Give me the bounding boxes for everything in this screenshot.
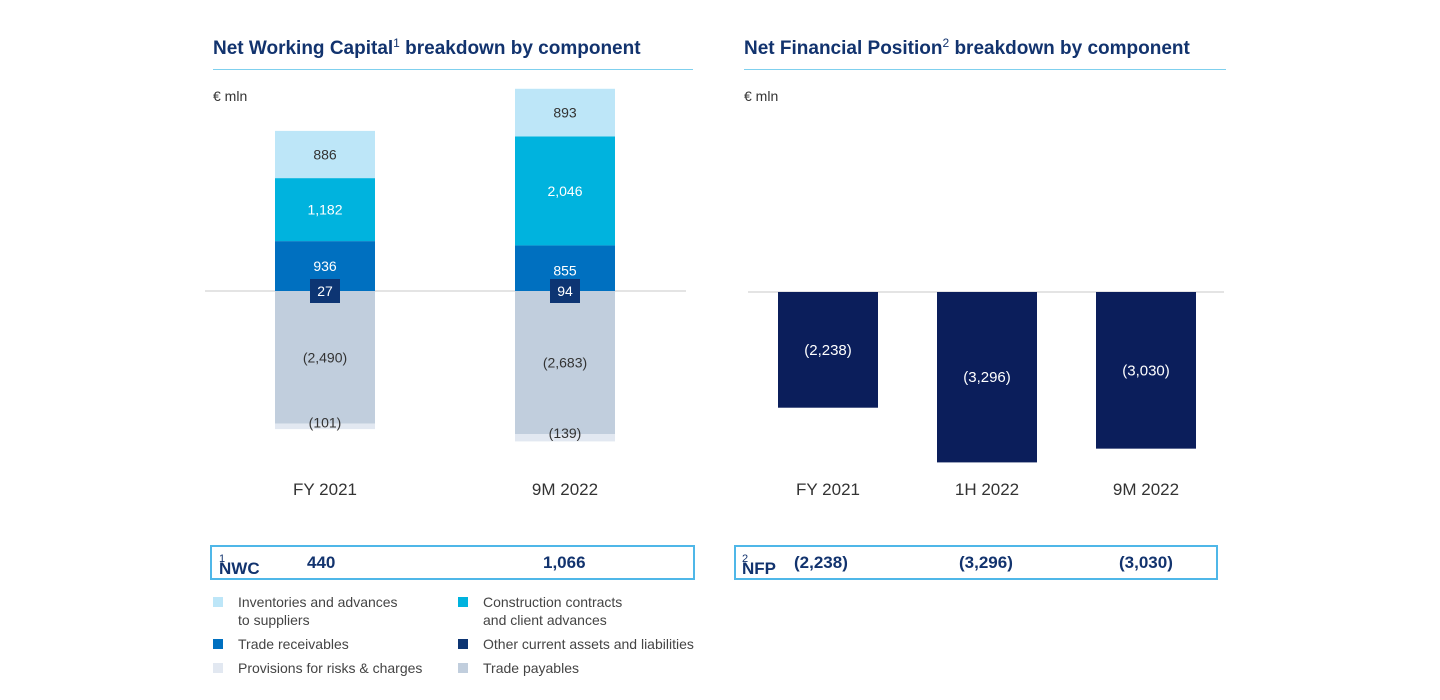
- nwc-bar-construction-contracts-and-client-advances-fy-2021: [275, 178, 375, 242]
- nwc-label-trade-receivables-9m-2022: 855: [553, 262, 577, 278]
- nwc-bar-trade-payables-9m-2022: [515, 291, 615, 435]
- nwc-category-label-fy-2021: FY 2021: [293, 480, 357, 499]
- nwc-label-other-current-assets-and-liabilities-9m-2022: 94: [557, 283, 573, 299]
- nfp-category-label-fy-2021: FY 2021: [796, 480, 860, 499]
- nwc-label-trade-payables-fy-2021: (2,490): [303, 349, 347, 365]
- nwc-label-inventories-and-advances-to-suppliers-fy-2021: 886: [313, 146, 337, 162]
- nfp-summary-value-fy2021: (2,238): [794, 553, 848, 572]
- legend-swatch: [213, 639, 223, 649]
- legend-swatch: [213, 597, 223, 607]
- nfp-unit-label: € mln: [744, 88, 779, 104]
- nfp-title-rest: breakdown by component: [949, 38, 1190, 59]
- nfp-summary-box: NFP 2 (2,238) (3,296) (3,030): [734, 545, 1218, 580]
- nfp-bar-1h-2022: [937, 292, 1037, 463]
- legend-item-construction-contracts: Construction contracts and client advanc…: [458, 593, 622, 629]
- legend-item-inventories: Inventories and advances to suppliers: [213, 593, 398, 629]
- legend-swatch: [213, 663, 223, 673]
- nfp-summary-value-9m2022: (3,030): [1119, 553, 1173, 572]
- nfp-summary-value-1h2022: (3,296): [959, 553, 1013, 572]
- nfp-label-fy-2021: (2,238): [804, 342, 852, 359]
- nwc-bar-provisions-for-risks-charges-fy-2021: [275, 423, 375, 430]
- nwc-label-construction-contracts-and-client-advances-9m-2022: 2,046: [547, 183, 582, 199]
- nwc-title-text: Net Working Capital: [213, 38, 394, 59]
- nfp-bar-9m-2022: [1096, 292, 1196, 449]
- nwc-badge-other-current-assets-and-liabilities-9m-2022: [550, 279, 580, 303]
- nwc-bar-construction-contracts-and-client-advances-9m-2022: [515, 136, 615, 246]
- nwc-label-trade-receivables-fy-2021: 936: [313, 258, 337, 274]
- nwc-label-provisions-for-risks-charges-fy-2021: (101): [309, 415, 342, 431]
- nwc-bar-trade-payables-fy-2021: [275, 291, 375, 424]
- nwc-chart-title: Net Working Capital1 breakdown by compon…: [213, 36, 693, 70]
- nwc-label-construction-contracts-and-client-advances-fy-2021: 1,182: [307, 202, 342, 218]
- legend-item-trade-receivables: Trade receivables: [213, 635, 349, 653]
- nfp-summary-label: NFP 2: [742, 553, 776, 579]
- nwc-bar-provisions-for-risks-charges-9m-2022: [515, 434, 615, 442]
- legend-swatch: [458, 597, 468, 607]
- nwc-label-other-current-assets-and-liabilities-fy-2021: 27: [317, 283, 333, 299]
- nfp-title-footnote: 2: [942, 36, 950, 50]
- nwc-summary-box: NWC 1 440 1,066: [210, 545, 695, 580]
- nfp-label-9m-2022: (3,030): [1122, 362, 1170, 379]
- nfp-category-label-1h-2022: 1H 2022: [955, 480, 1019, 499]
- nwc-title-footnote: 1: [393, 36, 400, 50]
- nwc-badge-other-current-assets-and-liabilities-fy-2021: [310, 279, 340, 303]
- legend-item-provisions: Provisions for risks & charges: [213, 659, 422, 677]
- nfp-category-label-9m-2022: 9M 2022: [1113, 480, 1179, 499]
- nwc-unit-label: € mln: [213, 88, 248, 104]
- nwc-bar-inventories-and-advances-to-suppliers-9m-2022: [515, 88, 615, 137]
- legend-item-other-current: Other current assets and liabilities: [458, 635, 694, 653]
- nwc-summary-value-fy2021: 440: [307, 553, 336, 572]
- nfp-label-1h-2022: (3,296): [963, 369, 1011, 386]
- legend-item-trade-payables: Trade payables: [458, 659, 579, 677]
- nwc-label-provisions-for-risks-charges-9m-2022: (139): [549, 425, 582, 441]
- legend-swatch: [458, 663, 468, 673]
- nwc-summary-value-9m2022: 1,066: [543, 553, 586, 572]
- legend-swatch: [458, 639, 468, 649]
- nwc-summary-label: NWC 1: [219, 553, 260, 579]
- nwc-bar-inventories-and-advances-to-suppliers-fy-2021: [275, 130, 375, 179]
- nfp-title-text: Net Financial Position: [744, 38, 943, 59]
- nwc-label-inventories-and-advances-to-suppliers-9m-2022: 893: [553, 105, 577, 121]
- nwc-category-label-9m-2022: 9M 2022: [532, 480, 598, 499]
- nwc-title-rest: breakdown by component: [399, 38, 641, 59]
- nfp-chart-title: Net Financial Position2 breakdown by com…: [744, 36, 1226, 70]
- nfp-bar-fy-2021: [778, 292, 878, 408]
- nwc-label-trade-payables-9m-2022: (2,683): [543, 355, 587, 371]
